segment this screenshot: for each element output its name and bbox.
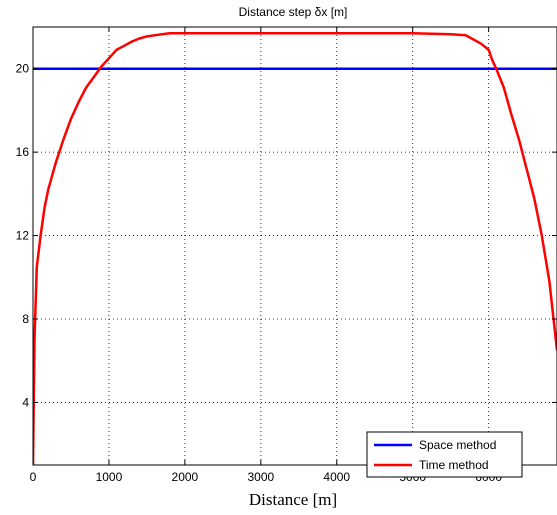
y-tick-label: 4 — [22, 395, 29, 409]
y-tick-label: 12 — [16, 229, 30, 243]
legend-box — [366, 431, 523, 478]
legend-label-space-method: Space method — [419, 438, 496, 452]
x-tick-label: 3000 — [247, 470, 274, 484]
grid — [33, 27, 557, 465]
x-axis-label: Distance [m] — [249, 490, 337, 509]
x-tick-label: 2000 — [172, 470, 199, 484]
tick-labels: 010002000300040005000600048121620 — [16, 27, 557, 484]
legend: Space method Time method — [366, 431, 523, 478]
plot-frame — [32, 26, 557, 466]
chart-title: Distance step δx [m] — [239, 5, 348, 19]
y-tick-label: 16 — [16, 145, 30, 159]
legend-label-time-method: Time method — [419, 458, 489, 472]
x-tick-label: 1000 — [96, 470, 123, 484]
y-tick-label: 20 — [16, 62, 30, 76]
x-tick-label: 4000 — [323, 470, 350, 484]
x-tick-label: 0 — [30, 470, 37, 484]
series-line-time-method — [33, 32, 557, 465]
y-tick-label: 8 — [22, 312, 29, 326]
series-layer — [33, 32, 557, 465]
